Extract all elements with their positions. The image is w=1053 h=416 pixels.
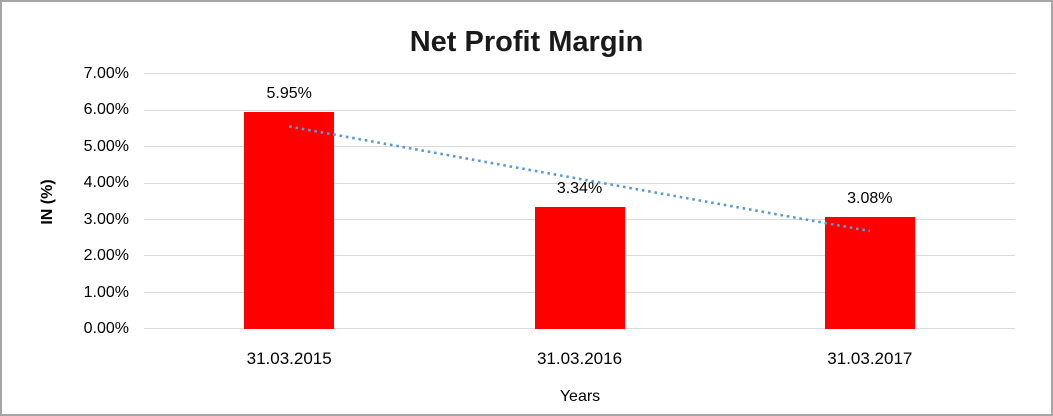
x-axis-title: Years — [559, 388, 601, 405]
chart-title: Net Profit Margin — [409, 26, 644, 58]
gridline — [144, 73, 1015, 75]
x-tick-label: 31.03.2016 — [536, 349, 623, 368]
x-tick-label: 31.03.2017 — [827, 349, 913, 368]
y-tick-label: 7.00% — [83, 65, 129, 82]
y-axis-title: IN (%) — [39, 179, 56, 225]
bar — [824, 216, 915, 329]
bar — [244, 112, 335, 329]
y-tick-label: 1.00% — [83, 283, 129, 301]
x-tick-label: 31.03.2015 — [246, 349, 332, 368]
gridline — [144, 109, 1015, 111]
y-tick-label: 0.00% — [83, 320, 129, 337]
y-tick-label: 5.00% — [83, 137, 129, 155]
y-tick-label: 4.00% — [83, 174, 129, 192]
y-tick-label: 3.00% — [83, 210, 129, 228]
data-label: 3.34% — [556, 180, 603, 198]
y-tick-label: 2.00% — [83, 247, 129, 265]
data-label: 5.95% — [266, 85, 312, 103]
data-label: 3.08% — [847, 189, 893, 207]
y-tick-label: 6.00% — [83, 101, 129, 119]
bar — [534, 207, 625, 329]
